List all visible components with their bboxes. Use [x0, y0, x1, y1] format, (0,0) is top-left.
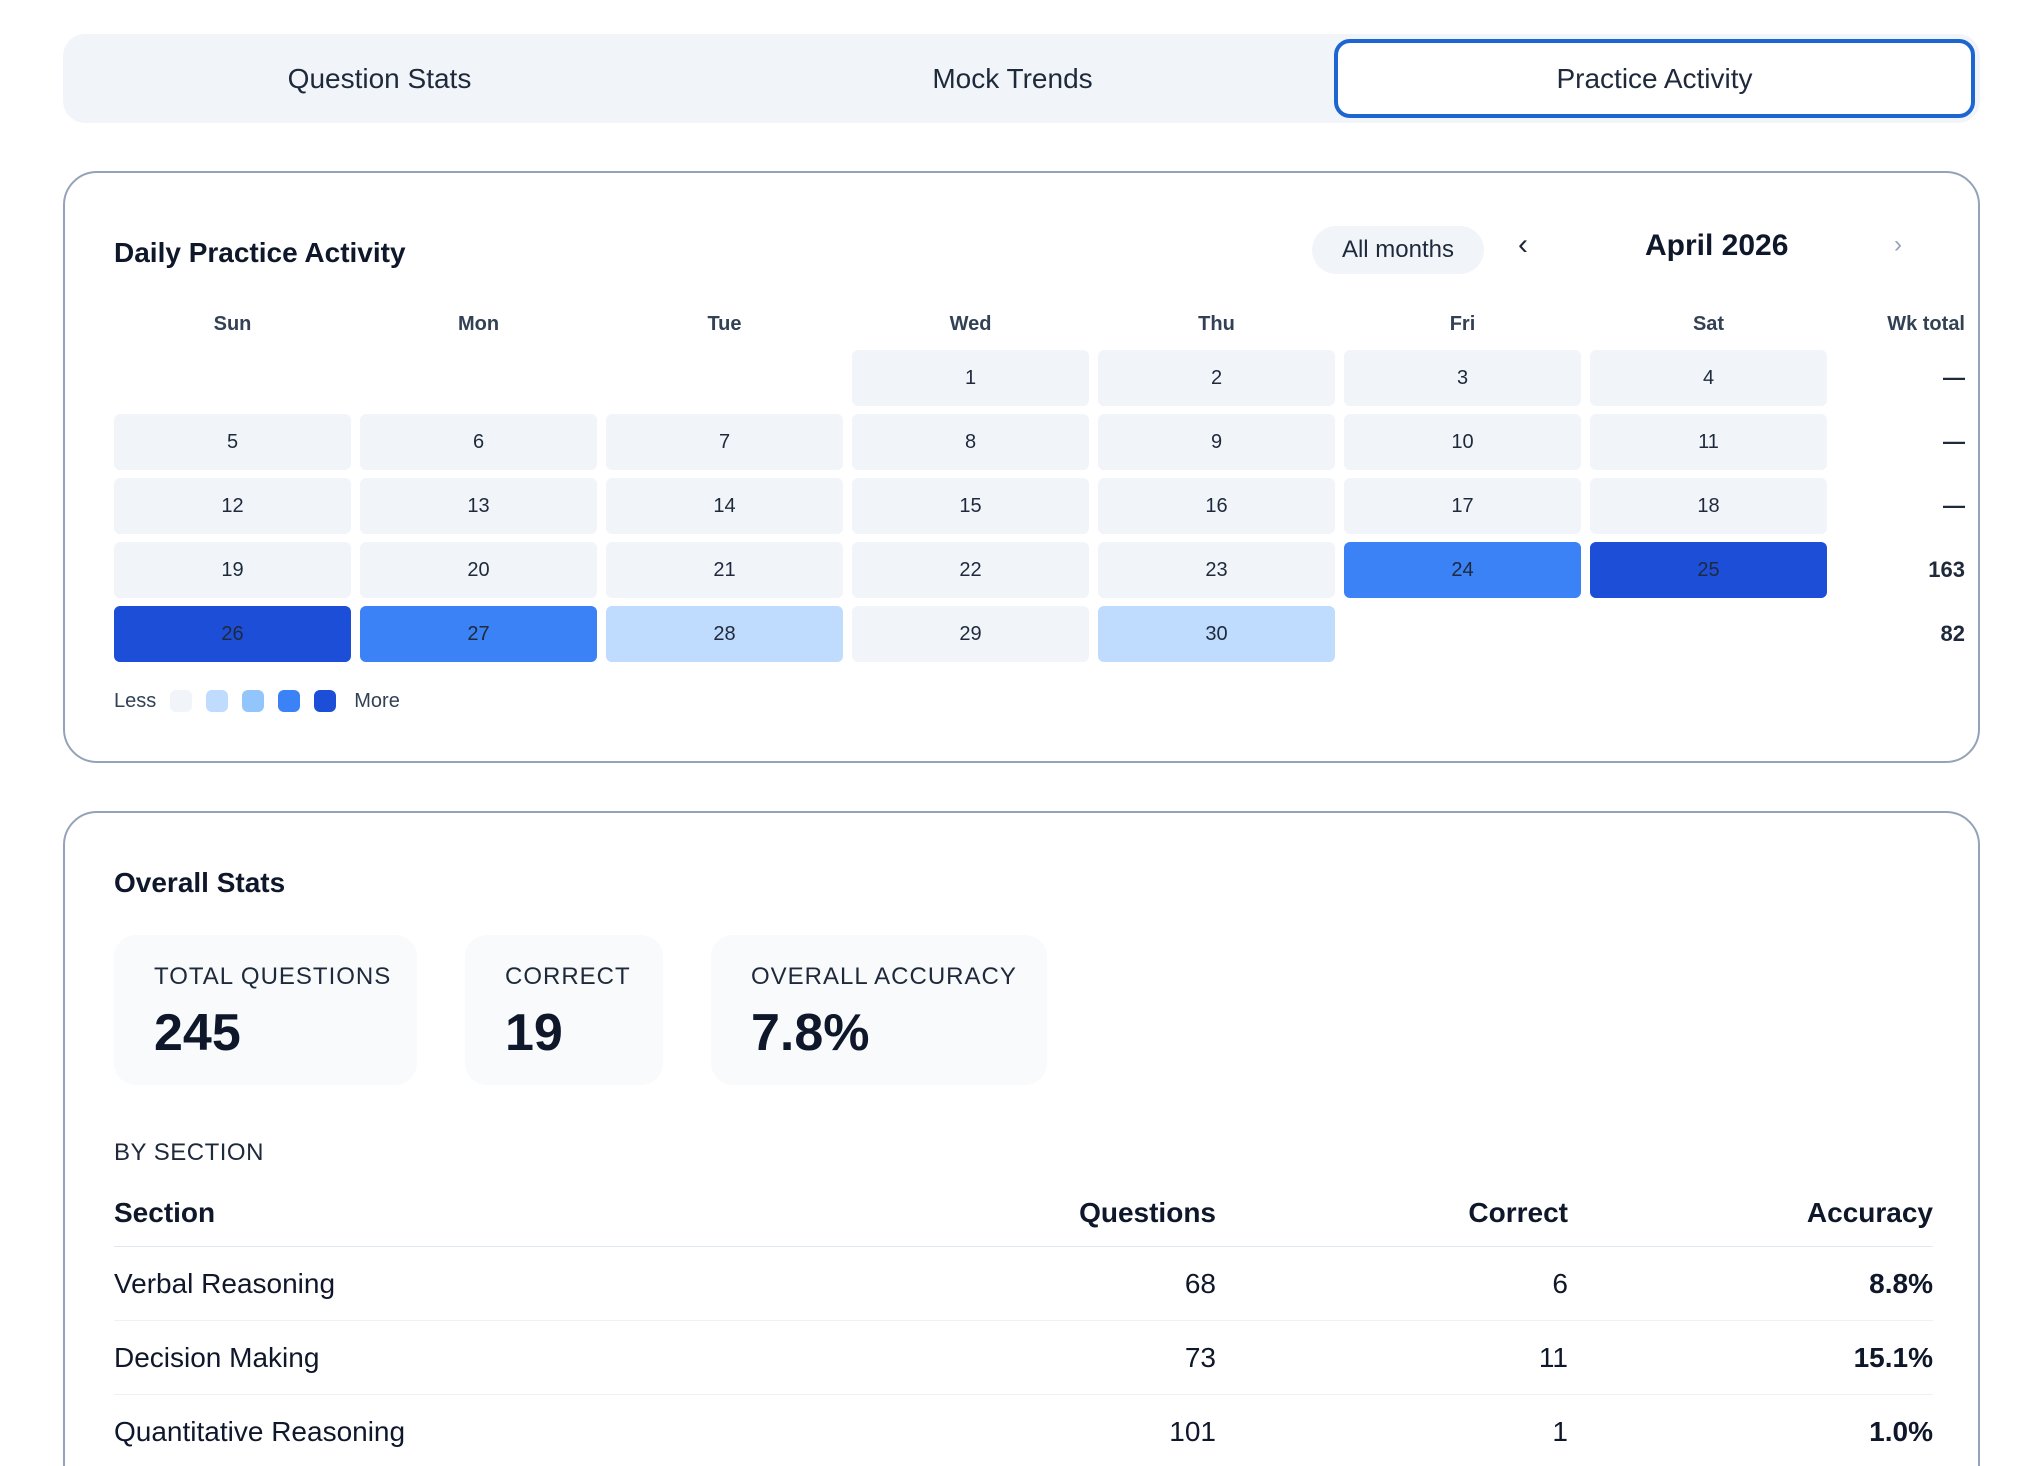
legend-swatch: [206, 690, 229, 712]
calendar-day[interactable]: 17: [1344, 478, 1581, 534]
weekday-mon: Mon: [457, 313, 500, 335]
header-correct: Correct: [1468, 1197, 1568, 1228]
cell-correct: 6: [1552, 1267, 1568, 1299]
calendar-day[interactable]: 20: [360, 542, 597, 598]
weekday-thu: Thu: [1198, 313, 1235, 335]
month-label: April 2026: [1645, 229, 1789, 262]
calendar-day[interactable]: 4: [1590, 350, 1827, 406]
calendar-day[interactable]: 2: [1098, 350, 1335, 406]
calendar-day[interactable]: 30: [1098, 606, 1335, 662]
cell-questions: 101: [1169, 1415, 1216, 1447]
weekday-fri: Fri: [1449, 313, 1476, 335]
cell-section: Decision Making: [114, 1341, 320, 1373]
calendar-day[interactable]: 12: [114, 478, 351, 534]
stat-value: 7.8%: [751, 1004, 870, 1062]
activity-title: Daily Practice Activity: [114, 237, 406, 268]
calendar-day[interactable]: 22: [852, 542, 1089, 598]
stat-card-correct: CORRECT 19: [465, 935, 663, 1085]
week-total: —: [1943, 493, 1965, 518]
cell-section: Quantitative Reasoning: [114, 1415, 406, 1447]
table-row: Verbal Reasoning 68 6 8.8%: [114, 1247, 1933, 1321]
stat-card-overall-accuracy: OVERALL ACCURACY 7.8%: [711, 935, 1047, 1085]
legend-swatch: [278, 690, 301, 712]
weekday-sun: Sun: [213, 313, 252, 335]
daily-activity-card: Daily Practice Activity All months ‹ Apr…: [63, 171, 1980, 763]
stat-card-total-questions: TOTAL QUESTIONS 245: [114, 935, 417, 1085]
calendar-day[interactable]: 18: [1590, 478, 1827, 534]
calendar-day[interactable]: 27: [360, 606, 597, 662]
calendar-day[interactable]: 7: [606, 414, 843, 470]
cell-accuracy: 8.8%: [1869, 1267, 1933, 1299]
calendar-day[interactable]: 16: [1098, 478, 1335, 534]
wk-total-header: Wk total: [1887, 313, 1965, 335]
calendar-day[interactable]: 29: [852, 606, 1089, 662]
calendar-day[interactable]: 9: [1098, 414, 1335, 470]
cell-accuracy: 1.0%: [1869, 1415, 1933, 1447]
stat-value: 19: [505, 1004, 563, 1062]
all-months-button[interactable]: All months: [1312, 226, 1484, 274]
cell-correct: 1: [1552, 1415, 1568, 1447]
overall-stats-card: Overall Stats TOTAL QUESTIONS 245 CORREC…: [63, 811, 1980, 1466]
cell-questions: 73: [1184, 1341, 1216, 1373]
chevron-right-icon[interactable]: ›: [1894, 231, 1902, 258]
by-section-label: BY SECTION: [114, 1139, 264, 1166]
calendar-day[interactable]: 14: [606, 478, 843, 534]
calendar-day[interactable]: 19: [114, 542, 351, 598]
calendar-day[interactable]: 23: [1098, 542, 1335, 598]
legend-swatch: [242, 690, 265, 712]
weekday-sat: Sat: [1692, 313, 1725, 335]
calendar-day[interactable]: 5: [114, 414, 351, 470]
calendar-day[interactable]: 25: [1590, 542, 1827, 598]
tab-question-stats[interactable]: Question Stats: [287, 62, 472, 94]
stat-label: OVERALL ACCURACY: [751, 963, 1017, 990]
calendar-day[interactable]: 24: [1344, 542, 1581, 598]
legend-swatch: [170, 690, 193, 712]
calendar-day[interactable]: 6: [360, 414, 597, 470]
calendar-day[interactable]: 8: [852, 414, 1089, 470]
stat-value: 245: [154, 1004, 241, 1062]
week-total: 163: [1928, 557, 1965, 582]
week-total: 82: [1940, 621, 1965, 646]
calendar-day[interactable]: 10: [1344, 414, 1581, 470]
calendar-day[interactable]: 28: [606, 606, 843, 662]
tab-bar: Question Stats Mock Trends Practice Acti…: [63, 34, 1980, 123]
tab-practice-activity[interactable]: Practice Activity: [1334, 39, 1975, 118]
legend-swatch: [314, 690, 337, 712]
chevron-left-icon[interactable]: ‹: [1518, 228, 1528, 261]
header-section: Section: [114, 1197, 216, 1228]
table-row: Quantitative Reasoning 101 1 1.0%: [114, 1395, 1933, 1466]
calendar-day[interactable]: 13: [360, 478, 597, 534]
legend-less-label: Less: [114, 689, 157, 712]
cell-accuracy: 15.1%: [1853, 1341, 1933, 1373]
legend-more-label: More: [354, 689, 400, 712]
stat-label: TOTAL QUESTIONS: [154, 963, 392, 990]
header-accuracy: Accuracy: [1806, 1197, 1933, 1228]
tab-mock-trends[interactable]: Mock Trends: [932, 62, 1093, 94]
calendar-day[interactable]: 11: [1590, 414, 1827, 470]
calendar-day[interactable]: 15: [852, 478, 1089, 534]
calendar-day[interactable]: 1: [852, 350, 1089, 406]
week-total: —: [1943, 429, 1965, 454]
cell-questions: 68: [1184, 1267, 1216, 1299]
table-header: Section Questions Correct Accuracy: [114, 1197, 1933, 1247]
weekday-wed: Wed: [949, 313, 992, 335]
week-total: —: [1943, 365, 1965, 390]
cell-section: Verbal Reasoning: [114, 1267, 336, 1299]
calendar-day[interactable]: 3: [1344, 350, 1581, 406]
activity-legend: Less More: [114, 688, 400, 714]
calendar-day[interactable]: 21: [606, 542, 843, 598]
weekday-tue: Tue: [707, 313, 742, 335]
calendar-day[interactable]: 26: [114, 606, 351, 662]
header-questions: Questions: [1079, 1197, 1216, 1228]
stats-title: Overall Stats: [114, 867, 286, 898]
stat-label: CORRECT: [505, 963, 631, 990]
table-row: Decision Making 73 11 15.1%: [114, 1321, 1933, 1395]
cell-correct: 11: [1538, 1341, 1568, 1373]
